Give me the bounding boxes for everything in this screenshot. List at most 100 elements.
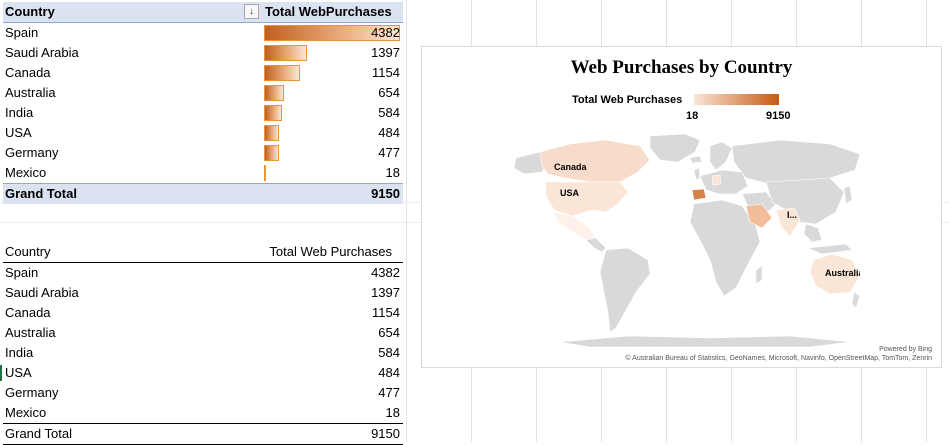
country-russia bbox=[731, 139, 860, 185]
powered-by-bing: Powered by Bing bbox=[879, 346, 932, 353]
pivot-value: 18 bbox=[385, 165, 400, 180]
table-value: 654 bbox=[378, 325, 400, 340]
selection-marker bbox=[0, 365, 2, 381]
table-header-measure[interactable]: Total Web Purchases bbox=[269, 244, 392, 259]
country-madagascar bbox=[755, 265, 763, 285]
table-value: 477 bbox=[378, 385, 400, 400]
table-country: Germany bbox=[5, 385, 59, 400]
table-country: Canada bbox=[5, 305, 51, 320]
data-bar bbox=[264, 25, 400, 41]
pivot-row[interactable]: Saudi Arabia 1397 bbox=[3, 43, 403, 63]
country-australia[interactable] bbox=[809, 253, 860, 295]
legend-min-label: 18 bbox=[686, 110, 699, 122]
continent-africa bbox=[689, 199, 761, 297]
data-bar bbox=[264, 45, 308, 61]
data-bar bbox=[264, 125, 280, 141]
table-country: Mexico bbox=[5, 405, 47, 420]
continent-antarctica bbox=[559, 335, 851, 347]
summary-table: Country Total Web Purchases Spain 4382 S… bbox=[0, 242, 403, 445]
country-iceland bbox=[689, 155, 703, 164]
table-header-country[interactable]: Country bbox=[5, 244, 51, 259]
pivot-country: Australia bbox=[5, 85, 56, 100]
table-grand-total-value: 9150 bbox=[371, 426, 400, 441]
country-india[interactable] bbox=[775, 207, 801, 237]
map-label-india: I... bbox=[787, 210, 797, 220]
pivot-grand-total-row[interactable]: Grand Total 9150 bbox=[3, 183, 403, 204]
pivot-row[interactable]: Germany 477 bbox=[3, 143, 403, 163]
table-country: USA bbox=[5, 365, 32, 380]
table-value: 1397 bbox=[371, 285, 400, 300]
table-row[interactable]: USA 484 bbox=[0, 363, 403, 383]
legend-max-label: 9150 bbox=[766, 110, 791, 122]
pivot-country: India bbox=[5, 105, 34, 120]
pivot-row[interactable]: Mexico 18 bbox=[3, 163, 403, 183]
data-bar bbox=[264, 65, 300, 81]
region-scandinavia bbox=[709, 141, 733, 171]
country-indonesia bbox=[806, 243, 853, 255]
pivot-country: Mexico bbox=[5, 165, 47, 180]
data-bar bbox=[264, 85, 285, 101]
country-new-zealand bbox=[851, 291, 860, 309]
table-value: 584 bbox=[378, 345, 400, 360]
sort-filter-icon[interactable]: ↓ bbox=[244, 4, 259, 19]
pivot-value: 4382 bbox=[371, 25, 400, 40]
chart-title[interactable]: Web Purchases by Country bbox=[570, 57, 793, 78]
country-canada[interactable] bbox=[539, 139, 651, 183]
pivot-row[interactable]: Canada 1154 bbox=[3, 63, 403, 83]
data-bar bbox=[264, 105, 283, 121]
data-bar bbox=[264, 145, 279, 161]
country-germany[interactable] bbox=[711, 174, 722, 186]
continent-south-america bbox=[599, 247, 651, 333]
table-row[interactable]: Spain 4382 bbox=[3, 263, 403, 283]
map-chart[interactable]: Web Purchases by Country Total Web Purch… bbox=[421, 46, 942, 368]
country-central-america bbox=[585, 237, 607, 253]
table-country: India bbox=[5, 345, 34, 360]
pivot-row[interactable]: Australia 654 bbox=[3, 83, 403, 103]
pivot-value: 1154 bbox=[372, 65, 400, 80]
world-map[interactable]: Canada USA I... Australia bbox=[510, 132, 860, 347]
table-row[interactable]: Mexico 18 bbox=[3, 403, 403, 423]
map-label-canada: Canada bbox=[554, 162, 588, 172]
pivot-country: USA bbox=[5, 125, 32, 140]
pivot-header-country[interactable]: Country bbox=[5, 4, 55, 19]
pivot-country: Spain bbox=[5, 25, 39, 40]
country-saudi-arabia[interactable] bbox=[745, 203, 773, 229]
table-country: Spain bbox=[5, 265, 39, 280]
country-usa[interactable] bbox=[545, 181, 629, 217]
gridline bbox=[406, 0, 407, 442]
pivot-row[interactable]: Spain 4382 bbox=[3, 23, 403, 43]
country-mexico[interactable] bbox=[553, 211, 597, 241]
pivot-row[interactable]: USA 484 bbox=[3, 123, 403, 143]
legend-title: Total Web Purchases bbox=[572, 94, 683, 106]
table-value: 1154 bbox=[372, 305, 400, 320]
country-uk bbox=[693, 167, 701, 181]
table-row[interactable]: Canada 1154 bbox=[3, 303, 403, 323]
pivot-value: 654 bbox=[378, 85, 400, 100]
table-value: 18 bbox=[385, 405, 400, 420]
country-spain[interactable] bbox=[691, 188, 707, 201]
table-grand-total-label: Grand Total bbox=[5, 426, 72, 441]
map-label-usa: USA bbox=[560, 188, 580, 198]
country-greenland bbox=[649, 133, 701, 163]
table-value: 484 bbox=[378, 365, 400, 380]
region-europe bbox=[699, 169, 749, 195]
table-row[interactable]: India 584 bbox=[3, 343, 403, 363]
table-header-row: Country Total Web Purchases bbox=[3, 242, 403, 263]
pivot-country: Canada bbox=[5, 65, 51, 80]
region-asia bbox=[765, 177, 845, 225]
pivot-value: 484 bbox=[378, 125, 400, 140]
map-copyright: © Australian Bureau of Statistics, GeoNa… bbox=[625, 355, 932, 362]
map-label-australia: Australia bbox=[825, 268, 860, 278]
table-row[interactable]: Australia 654 bbox=[3, 323, 403, 343]
table-row[interactable]: Saudi Arabia 1397 bbox=[3, 283, 403, 303]
table-country: Saudi Arabia bbox=[5, 285, 79, 300]
pivot-country: Saudi Arabia bbox=[5, 45, 79, 60]
pivot-country: Germany bbox=[5, 145, 59, 160]
legend-color-scale bbox=[694, 94, 779, 105]
pivot-header-row: Country ↓ Total WebPurchases bbox=[3, 2, 403, 23]
pivot-row[interactable]: India 584 bbox=[3, 103, 403, 123]
table-value: 4382 bbox=[371, 265, 400, 280]
pivot-header-measure[interactable]: Total WebPurchases bbox=[265, 4, 392, 19]
table-country: Australia bbox=[5, 325, 56, 340]
table-row[interactable]: Germany 477 bbox=[3, 383, 403, 403]
